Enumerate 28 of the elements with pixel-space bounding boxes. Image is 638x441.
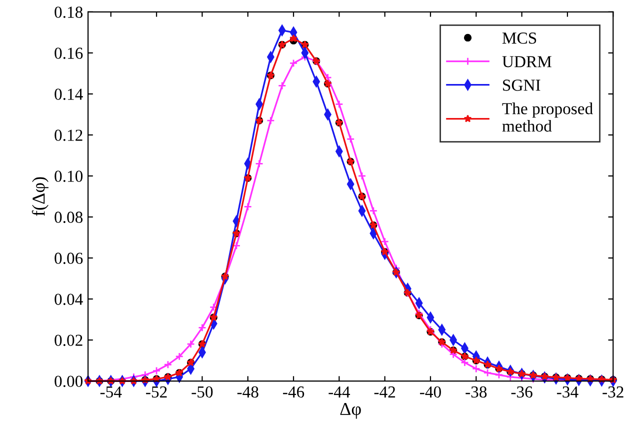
x-tick-label: -38 xyxy=(466,386,487,398)
y-tick-label: 0.18 xyxy=(54,6,83,18)
x-tick-label: -32 xyxy=(602,386,624,398)
x-tick-label: -36 xyxy=(511,386,532,398)
x-axis-title: Δφ xyxy=(340,403,361,419)
y-axis-title: f(Δφ) xyxy=(32,177,48,216)
x-tick-label: -40 xyxy=(420,386,441,398)
x-tick-label: -44 xyxy=(328,386,350,398)
y-tick-label: 0.02 xyxy=(54,334,82,346)
y-tick-label: 0.12 xyxy=(54,130,82,141)
x-tick-label: -46 xyxy=(283,386,304,398)
y-tick-label: 0.06 xyxy=(54,252,83,264)
legend-label: The proposed method xyxy=(502,102,593,132)
y-tick-label: 0.14 xyxy=(54,88,83,100)
y-tick-label: 0.16 xyxy=(54,48,83,59)
x-tick-label: -52 xyxy=(146,386,167,398)
x-tick-label: -34 xyxy=(556,386,578,398)
y-tick-label: 0.00 xyxy=(54,376,83,388)
x-tick-label: -42 xyxy=(374,386,396,398)
legend-label: MCS xyxy=(502,32,536,44)
x-tick-label: -50 xyxy=(192,386,213,398)
x-tick-label: -48 xyxy=(237,386,258,398)
legend-label: UDRM xyxy=(502,56,552,68)
y-tick-label: 0.04 xyxy=(54,294,83,306)
y-tick-label: 0.08 xyxy=(54,212,83,223)
x-tick-label: -54 xyxy=(100,386,122,398)
legend-label: SGNI xyxy=(503,80,540,91)
y-tick-label: 0.10 xyxy=(54,170,83,182)
